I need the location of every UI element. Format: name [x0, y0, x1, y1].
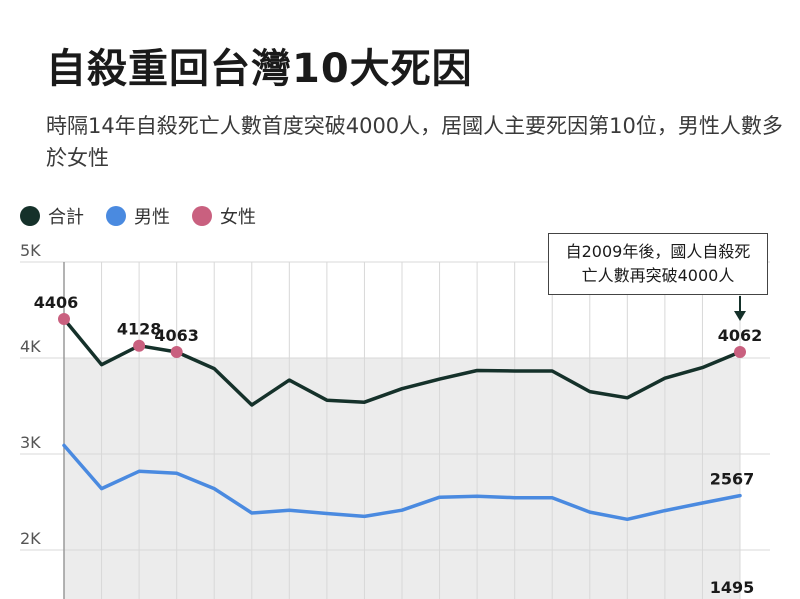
end-value-label: 1495 [710, 578, 755, 597]
data-label: 4062 [718, 326, 763, 345]
data-point-marker [133, 339, 146, 352]
legend-item-female: 女性 [192, 203, 256, 229]
legend-label-total: 合計 [48, 207, 84, 228]
series-line-male [62, 443, 742, 522]
data-label: 4128 [117, 320, 162, 339]
chart-subtitle: 時隔14年自殺死亡人數首度突破4000人，居國人主要死因第10位，男性人數多於女… [46, 114, 783, 170]
legend-label-male: 男性 [134, 207, 170, 228]
data-label: 4406 [34, 293, 79, 312]
data-point-marker [734, 346, 746, 359]
legend-swatch-female [192, 206, 212, 226]
chart-title: 自殺重回台灣10大死因 [46, 46, 473, 92]
end-value-label: 2567 [710, 470, 755, 489]
legend-swatch-total [20, 206, 40, 226]
legend-item-total: 合計 [20, 203, 84, 229]
data-point-marker [170, 345, 183, 358]
data-label: 4063 [154, 326, 199, 345]
callout-arrow-head [734, 311, 746, 321]
y-tick-label: 3K [20, 433, 41, 452]
callout-annotation: 自2009年後，國人自殺死亡人數再突破4000人 [548, 233, 768, 295]
y-tick-label: 5K [20, 241, 41, 260]
legend: 合計 男性 女性 [20, 203, 278, 229]
y-tick-label: 4K [20, 337, 41, 356]
legend-item-male: 男性 [106, 203, 170, 229]
legend-swatch-male [106, 206, 126, 226]
y-tick-label: 2K [20, 529, 41, 548]
legend-label-female: 女性 [220, 207, 256, 228]
data-point-marker [58, 313, 70, 326]
